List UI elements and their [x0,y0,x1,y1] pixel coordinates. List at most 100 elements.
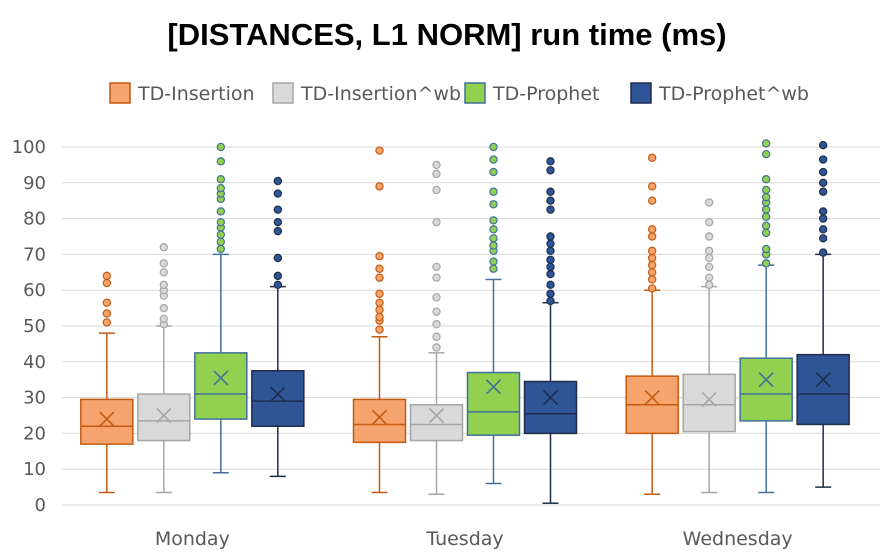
series-4 [251,141,850,504]
outlier-point [102,318,112,327]
outlier-point [489,216,498,225]
mean-marker [428,407,445,424]
outlier-point [704,246,714,256]
outlier-point [647,268,657,277]
iqr-box [80,398,134,445]
box-3-1 [194,142,248,474]
outlier-point [546,166,555,175]
outlier-point [647,253,657,263]
iqr-box [682,373,736,433]
outlier-point [647,260,657,270]
x-axis: Monday Tuesday Wednesday [155,528,793,550]
mean-marker [270,386,286,402]
outlier-point [546,196,555,205]
outlier-point [761,259,771,268]
outlier-point [432,217,441,227]
outlier-point [273,205,283,214]
outlier-point [761,205,771,214]
outlier-point [647,196,657,205]
outlier-point [432,160,441,170]
outlier-point [375,298,384,307]
legend-item-3: TD-Prophet [464,82,599,105]
outlier-point [761,149,771,159]
outlier-point [375,273,384,282]
outlier-point [489,200,498,209]
outlier-point [546,187,555,196]
outlier-point [647,225,657,234]
outlier-point [761,139,771,148]
y-tick-label: 40 [23,352,46,373]
iqr-box [466,371,521,436]
y-axis: 0 10 20 30 40 50 60 70 80 90 100 [12,137,46,516]
outlier-point [102,298,112,307]
outlier-point [489,234,498,243]
box-4-1 [251,176,305,478]
mean-marker [485,379,502,395]
outlier-point [704,273,714,282]
outlier-point [704,232,714,241]
x-tick-label: Wednesday [683,528,793,550]
series-3 [194,139,793,494]
gridlines [62,146,880,506]
outlier-point [704,198,714,207]
outlier-point [489,257,498,266]
outlier-point [818,207,828,216]
outlier-point [273,176,283,186]
outlier-point [273,217,283,227]
y-tick-label: 0 [35,495,46,516]
y-tick-label: 70 [23,244,46,265]
outlier-point [546,280,555,290]
box-2-1 [137,243,191,494]
outlier-point [432,320,441,329]
box-2-2 [409,160,464,496]
legend: TD-Insertion TD-Insertion^wb TD-Prophet TD-… [109,82,809,105]
outlier-point [375,305,384,315]
outlier-point [432,332,441,341]
outlier-point [159,303,169,313]
outlier-point [375,251,384,261]
mean-marker [213,370,229,386]
y-tick-label: 10 [23,459,46,480]
legend-swatch [272,82,294,104]
outlier-point [647,275,657,284]
outlier-point [546,269,555,279]
outlier-point [818,155,828,164]
outlier-point [546,246,555,256]
y-tick-label: 90 [23,173,46,194]
outlier-point [159,268,169,277]
outlier-point [216,237,226,247]
iqr-box [523,380,578,435]
mean-marker [758,372,774,388]
iqr-box [409,404,464,442]
outlier-point [216,183,226,193]
outlier-point [704,262,714,272]
outlier-point [704,253,714,263]
outlier-point [159,243,169,252]
series-2 [137,160,736,496]
outlier-point [273,253,283,263]
outlier-point [432,343,441,352]
outlier-point [489,225,498,234]
outlier-point [761,244,771,254]
outlier-point [432,262,441,272]
outlier-point [273,226,283,236]
y-tick-label: 60 [23,280,46,301]
outlier-point [216,207,226,216]
mean-marker [644,390,660,406]
outlier-point [647,246,657,256]
legend-swatch [630,82,652,104]
outlier-point [102,271,112,281]
iqr-box [194,352,248,420]
outlier-point [818,178,828,187]
mean-marker [815,372,831,388]
outlier-point [647,153,657,162]
legend-item-1: TD-Insertion [109,82,255,105]
outlier-point [159,259,169,268]
outlier-point [818,234,828,243]
outlier-point [432,307,441,316]
outlier-point [216,157,226,166]
mean-marker [156,407,172,424]
mean-marker [542,390,559,406]
outlier-point [761,185,771,195]
